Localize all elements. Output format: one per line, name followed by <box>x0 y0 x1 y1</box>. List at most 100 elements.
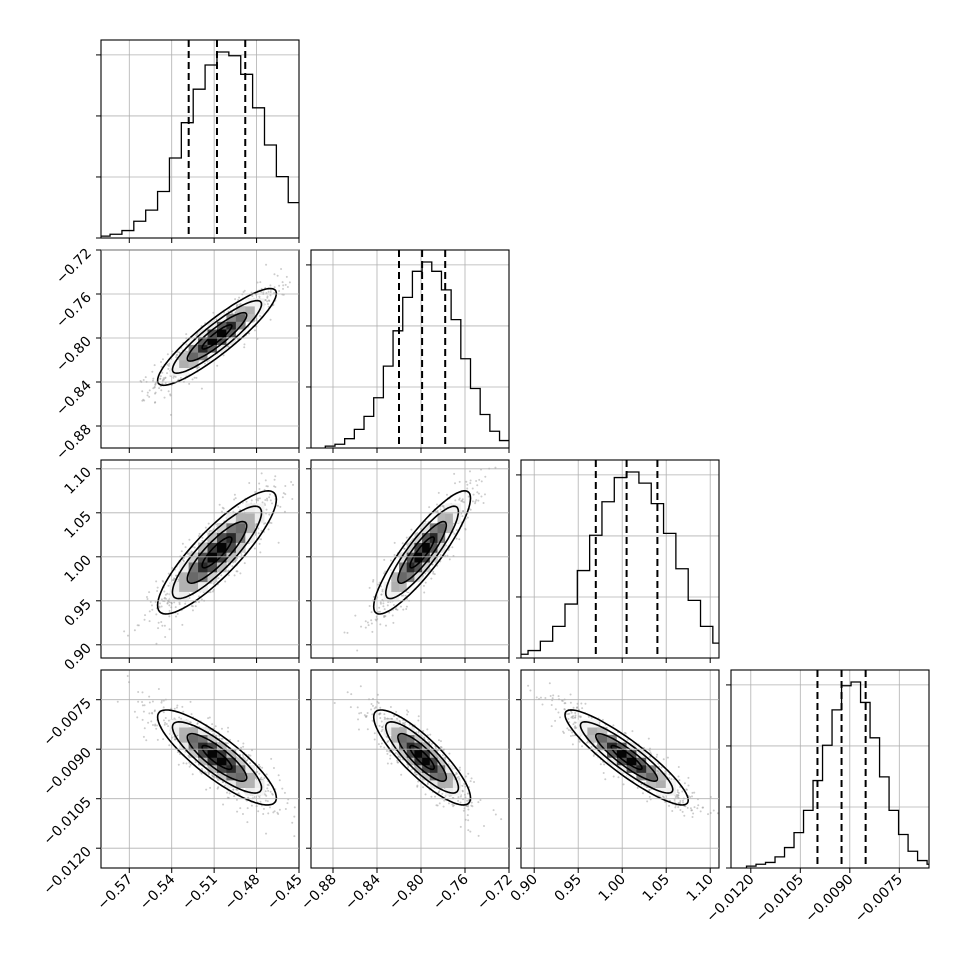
density-cell <box>422 532 431 543</box>
scatter-point <box>459 795 462 798</box>
density-cell <box>179 591 189 602</box>
scatter-point <box>220 727 223 730</box>
scatter-point <box>160 621 163 624</box>
scatter-point <box>160 701 163 704</box>
scatter-point <box>143 399 146 402</box>
scatter-point <box>423 591 426 594</box>
scatter-point <box>346 631 349 634</box>
scatter-point <box>188 765 191 768</box>
scatter-point <box>164 382 167 385</box>
density-cell <box>207 742 218 751</box>
scatter-point <box>155 613 158 616</box>
scatter-point <box>235 798 238 801</box>
scatter-point <box>201 539 204 542</box>
density-cell <box>445 787 454 796</box>
scatter-point <box>152 379 155 382</box>
scatter-point <box>453 532 456 535</box>
hist-bar <box>193 89 205 238</box>
scatter-point <box>268 493 271 496</box>
scatter-point <box>405 605 408 608</box>
scatter-point <box>143 618 146 621</box>
scatter-point <box>191 378 194 381</box>
scatter-point <box>284 493 287 496</box>
scatter-point <box>271 793 274 796</box>
hist-bar <box>737 656 749 658</box>
panel-frame <box>100 459 300 659</box>
panel-frame <box>310 669 510 869</box>
scatter-point <box>162 738 165 741</box>
scatter-point <box>236 570 239 573</box>
scatter-point <box>201 536 204 539</box>
density-cell <box>226 780 237 788</box>
density-cell <box>422 742 431 751</box>
contour-line <box>409 744 435 771</box>
scatter-point <box>262 291 265 294</box>
density-cell <box>226 749 237 758</box>
scatter-point <box>170 606 173 609</box>
hist-bar <box>688 600 700 658</box>
scatter-point <box>280 267 283 270</box>
scatter-point <box>284 808 287 811</box>
scatter-point <box>491 457 493 459</box>
scatter-point <box>151 608 154 611</box>
density-cell <box>422 772 431 781</box>
density-cell <box>188 562 199 573</box>
scatter-point <box>376 617 379 620</box>
density-cell <box>216 329 227 338</box>
panel-2-1 <box>306 457 510 663</box>
scatter-point <box>273 273 276 276</box>
scatter-point <box>195 334 198 337</box>
scatter-point <box>356 649 359 652</box>
scatter-point <box>370 703 373 706</box>
scatter-point <box>158 606 161 609</box>
density-cell <box>414 572 423 583</box>
scatter-point <box>141 691 144 694</box>
scatter-point <box>260 529 263 532</box>
scatter-point <box>441 792 444 795</box>
scatter-point <box>221 506 224 509</box>
scatter-point <box>394 751 397 754</box>
scatter-point <box>360 711 363 714</box>
y-tick-label: −0.72 <box>53 246 95 288</box>
scatter-point <box>133 710 136 713</box>
scatter-point <box>116 700 119 703</box>
hist-bar <box>461 359 471 448</box>
scatter-point <box>273 286 276 289</box>
scatter-point <box>270 757 273 760</box>
scatter-point <box>265 832 268 835</box>
hist-bar <box>602 502 614 658</box>
density-cell <box>226 523 237 534</box>
scatter-point <box>349 706 352 709</box>
scatter-point <box>475 480 478 483</box>
scatter-point <box>180 550 183 553</box>
scatter-point <box>380 720 383 723</box>
scatter-point <box>237 739 240 742</box>
scatter-point <box>463 793 466 796</box>
scatter-point <box>267 812 270 815</box>
density-cell <box>226 542 237 553</box>
scatter-point <box>191 773 194 776</box>
density-cell <box>245 765 256 773</box>
scatter-point <box>366 728 369 731</box>
scatter-point <box>276 274 279 277</box>
scatter-point <box>164 721 167 724</box>
scatter-point <box>371 719 374 722</box>
scatter-point <box>468 470 471 473</box>
scatter-point <box>149 600 152 603</box>
scatter-point <box>247 796 250 799</box>
density-cell <box>235 513 246 524</box>
scatter-point <box>273 485 276 488</box>
density-cell <box>235 772 246 781</box>
scatter-point <box>373 738 376 741</box>
density-cell <box>179 360 189 368</box>
scatter-point <box>278 284 281 287</box>
density-cell <box>207 562 218 573</box>
scatter-point <box>220 510 223 513</box>
scatter-point <box>168 628 171 631</box>
scatter-point <box>232 510 235 513</box>
scatter-point <box>285 275 288 278</box>
y-tick-label: −0.0075 <box>41 695 95 749</box>
scatter-point <box>208 530 211 533</box>
scatter-point <box>455 772 458 775</box>
scatter-point <box>211 730 214 733</box>
